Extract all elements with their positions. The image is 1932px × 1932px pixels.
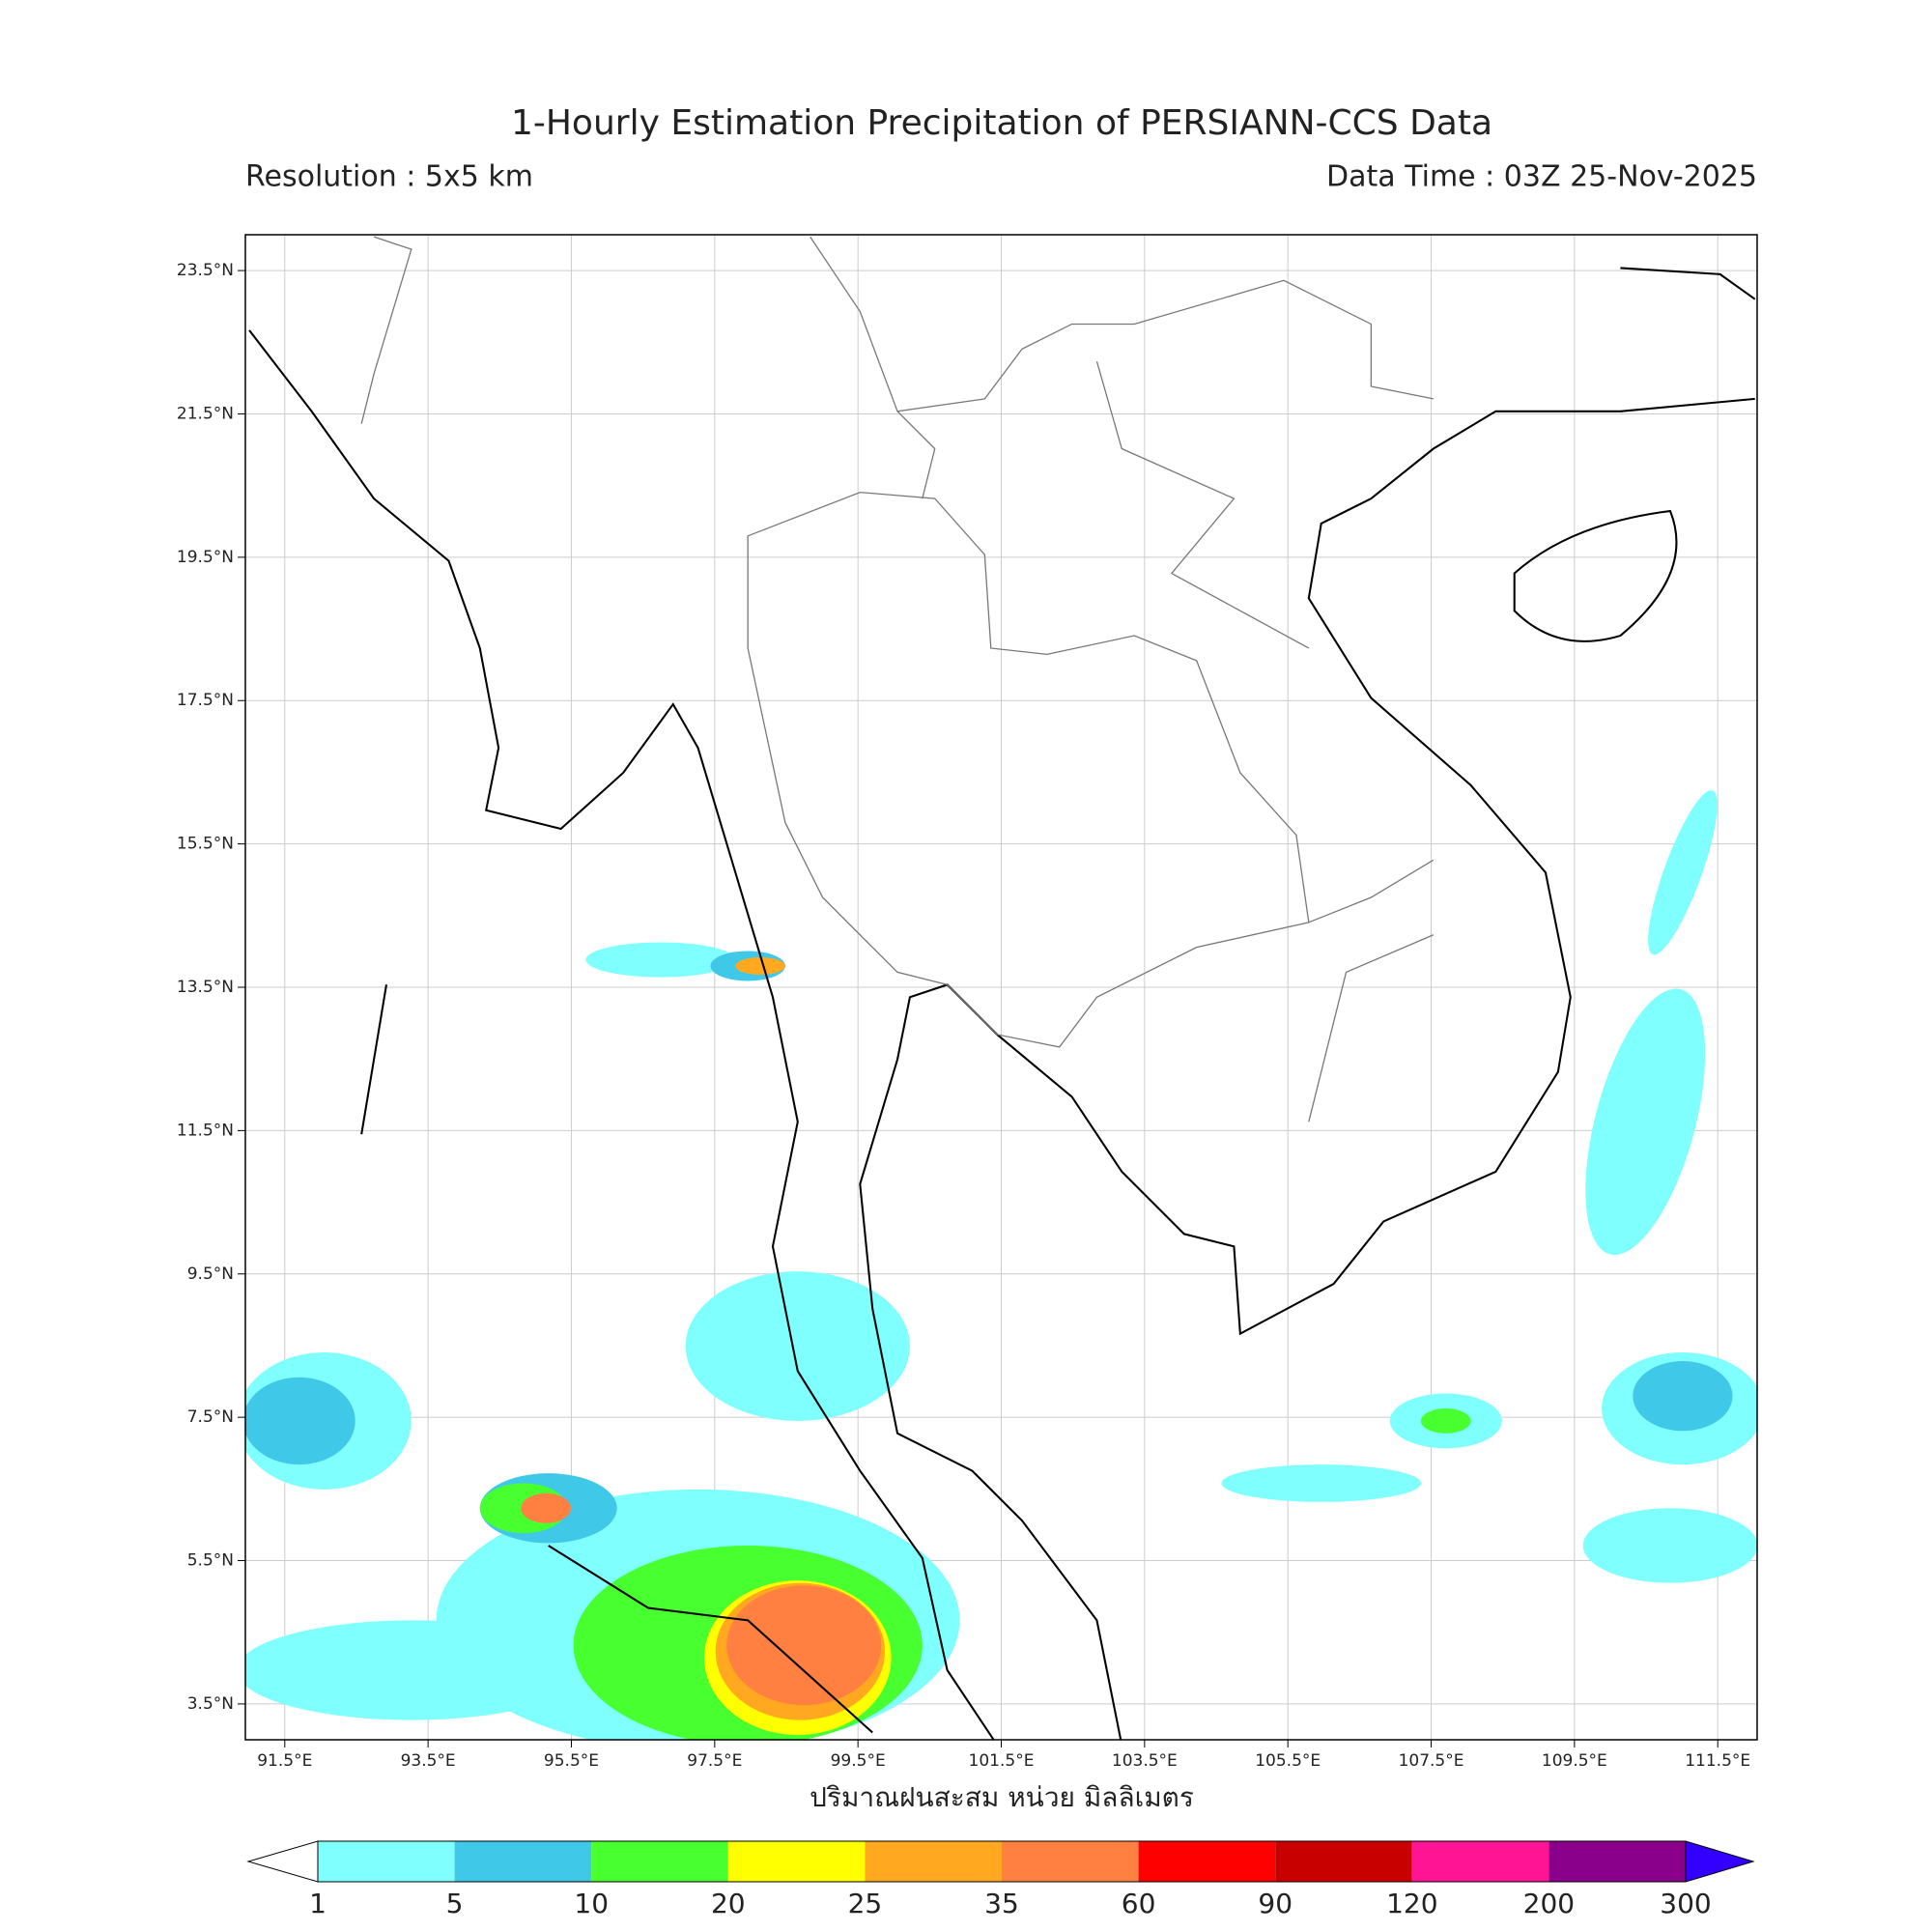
rain-area <box>685 1271 910 1421</box>
colorbar-segment <box>318 1841 455 1882</box>
lon-tick-label: 109.5°E <box>1542 1751 1607 1771</box>
colorbar-segment <box>1275 1841 1412 1882</box>
rain-area <box>1420 1408 1471 1434</box>
colorbar-label: 25 <box>848 1888 883 1919</box>
rain-area <box>585 942 736 978</box>
lon-tick-label: 97.5°E <box>687 1751 742 1771</box>
country-border <box>810 236 1434 649</box>
colorbar-label: 60 <box>1122 1888 1156 1919</box>
rain-area <box>735 956 785 976</box>
coastline <box>360 984 388 1135</box>
coastline <box>859 397 1755 1740</box>
colorbar-label: 1 <box>309 1888 327 1919</box>
over-arrow <box>1685 1840 1755 1883</box>
title: 1-Hourly Estimation Precipitation of PER… <box>511 103 1492 143</box>
colorbar-label: 200 <box>1523 1888 1575 1919</box>
lat-tick-label: 7.5°N <box>187 1407 234 1427</box>
rain-area <box>245 1377 355 1465</box>
lon-tick-label: 111.5°E <box>1685 1751 1750 1771</box>
lat-tick-label: 19.5°N <box>177 548 234 567</box>
data-time: Data Time : 03Z 25-Nov-2025 <box>1326 160 1757 194</box>
rain-area <box>245 1620 586 1720</box>
rain-area <box>521 1492 571 1523</box>
colorbar-label: 35 <box>984 1888 1019 1919</box>
rain-area <box>1585 988 1706 1256</box>
colorbar-label: 10 <box>574 1888 609 1919</box>
rain-field <box>245 790 1757 1740</box>
colorbar: 1 5 10 20 25 35 60 90 120 200 300 <box>246 1840 1755 1919</box>
colorbar-segment <box>454 1841 592 1882</box>
colorbar-segment <box>1411 1841 1549 1882</box>
lon-tick-label: 105.5°E <box>1255 1751 1321 1771</box>
colorbar-segment <box>591 1841 728 1882</box>
lat-tick-label: 3.5°N <box>187 1694 234 1714</box>
lat-tick-label: 21.5°N <box>177 404 234 423</box>
lon-tick-label: 107.5°E <box>1399 1751 1464 1771</box>
lat-tick-label: 15.5°N <box>177 835 234 854</box>
lat-tick-label: 23.5°N <box>177 261 234 280</box>
lat-tick-label: 13.5°N <box>177 978 234 997</box>
lat-tick-label: 5.5°N <box>187 1551 234 1571</box>
rain-area <box>1582 1508 1757 1583</box>
coastlines <box>248 236 1756 1740</box>
lon-tick-label: 99.5°E <box>831 1751 886 1771</box>
lat-tick-label: 11.5°N <box>177 1121 234 1140</box>
island <box>1513 509 1678 642</box>
coastline <box>1620 267 1756 300</box>
colorbar-outline <box>317 1840 1687 1883</box>
rain-area <box>1221 1464 1421 1502</box>
colorbar-label: 120 <box>1386 1888 1437 1919</box>
colorbar-label: 300 <box>1660 1888 1711 1919</box>
colorbar-segment <box>865 1841 1002 1882</box>
colorbar-label: 20 <box>711 1888 746 1919</box>
lat-tick-label: 9.5°N <box>187 1264 234 1284</box>
colorbar-segment <box>727 1841 866 1882</box>
coastline <box>548 1545 873 1734</box>
lon-tick-label: 95.5°E <box>544 1751 599 1771</box>
country-border <box>747 492 1310 1048</box>
grid <box>245 235 1757 1740</box>
colorbar-segment <box>1138 1841 1276 1882</box>
lon-tick-label: 101.5°E <box>969 1751 1035 1771</box>
map-body <box>245 236 1757 1740</box>
rain-area <box>1648 790 1718 955</box>
rain-area <box>726 1585 882 1706</box>
country-border <box>360 236 1435 1122</box>
resolution: Resolution : 5x5 km <box>245 160 533 194</box>
x-axis-label: ปริมาณฝนสะสม หน่วย มิลลิเมตร <box>810 1781 1194 1813</box>
lon-tick-label: 91.5°E <box>257 1751 312 1771</box>
under-arrow <box>246 1840 319 1883</box>
lon-tick-label: 103.5°E <box>1112 1751 1178 1771</box>
colorbar-segment <box>1548 1841 1686 1882</box>
lon-tick-label: 93.5°E <box>401 1751 456 1771</box>
colorbar-label: 5 <box>446 1888 464 1919</box>
coastline <box>248 329 995 1740</box>
rain-area <box>1633 1361 1733 1432</box>
colorbar-segment <box>1002 1841 1139 1882</box>
colorbar-label: 90 <box>1258 1888 1293 1919</box>
lat-tick-label: 17.5°N <box>177 691 234 710</box>
